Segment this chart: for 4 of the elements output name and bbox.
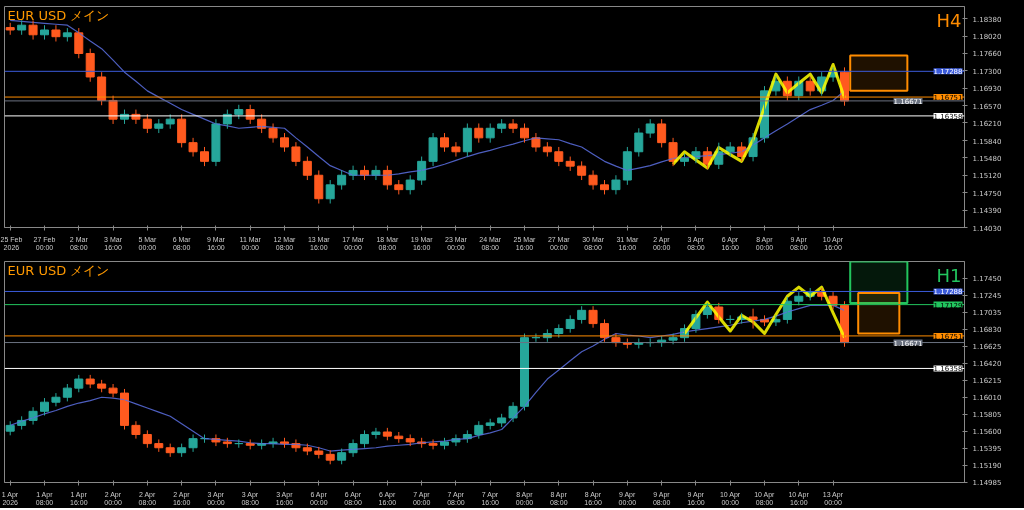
chart-subtitle: H1 <box>936 264 962 286</box>
chart-subtitle: H4 <box>936 9 962 31</box>
chart-title: EUR USD メイン <box>7 7 110 23</box>
chart-title: EUR USD メイン <box>7 262 110 278</box>
